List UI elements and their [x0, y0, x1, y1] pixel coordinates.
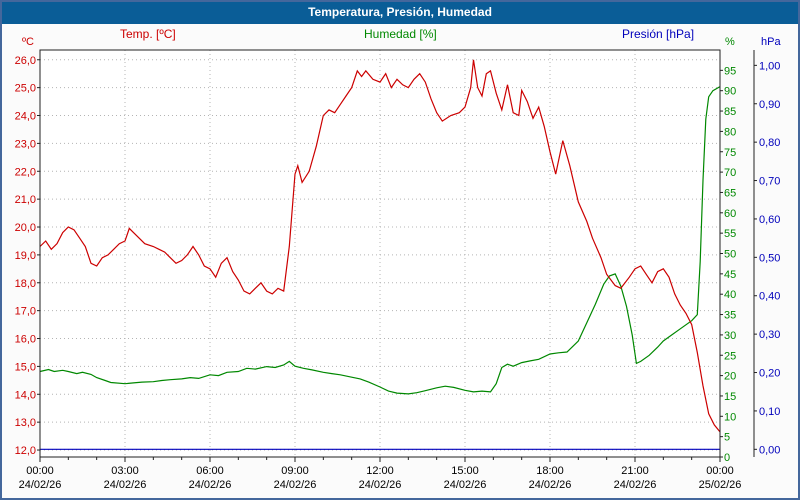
tick-label-temp: 13,0: [15, 417, 36, 429]
tick-label-hum: 85: [724, 106, 736, 118]
tick-label-pres: 0,80: [759, 137, 780, 149]
x-axis-labels: 00:00 24/02/26 03:00 24/02/26 06:00 24/02/26 0…: [19, 457, 742, 491]
plot-area: [40, 50, 720, 457]
tick-label-hum: 25: [724, 350, 736, 362]
tick-label-pres: 1,00: [759, 60, 780, 72]
tick-label-pres: 0,40: [759, 291, 780, 303]
tick-label-hum: 0: [724, 452, 730, 464]
tick-label-hum: 45: [724, 269, 736, 281]
tick-label-temp: 15,0: [15, 361, 36, 373]
series-temp: [39, 59, 721, 433]
tick-label-hum: 10: [724, 411, 736, 423]
tick-label-pres: 0,70: [759, 176, 780, 188]
tick-label-hum: 60: [724, 208, 736, 220]
legend-pressure: Presión [hPa]: [622, 27, 695, 41]
date-label: 24/02/26: [444, 479, 487, 491]
tick-label-hum: 20: [724, 371, 736, 383]
tick-label-pres: 0,90: [759, 99, 780, 111]
tick-label-pres: 0,60: [759, 214, 780, 226]
date-label: 24/02/26: [529, 479, 572, 491]
date-label: 25/02/26: [699, 479, 742, 491]
date-label: 24/02/26: [359, 479, 402, 491]
tick-label-temp: 22,0: [15, 166, 36, 178]
tick-label-pres: 0,30: [759, 329, 780, 341]
tick-label-hum: 70: [724, 167, 736, 179]
tick-label-temp: 18,0: [15, 278, 36, 290]
series-hum: [39, 86, 721, 395]
tick-label-temp: 19,0: [15, 250, 36, 262]
gridlines: [40, 50, 720, 457]
tick-label-temp: 25,0: [15, 83, 36, 95]
tick-label-temp: 17,0: [15, 306, 36, 318]
tick-label-hum: 80: [724, 126, 736, 138]
date-label: 24/02/26: [104, 479, 147, 491]
tick-label-pres: 0,00: [759, 444, 780, 456]
tick-label-hum: 75: [724, 147, 736, 159]
tick-label-pres: 0,20: [759, 368, 780, 380]
tick-label-hum: 55: [724, 228, 736, 240]
tick-label-hum: 15: [724, 391, 736, 403]
tick-label-hum: 30: [724, 330, 736, 342]
tick-label-hum: 95: [724, 65, 736, 77]
temp-axis-unit: ºC: [22, 36, 34, 48]
time-label: 15:00: [451, 465, 479, 477]
legend-humidity: Humedad [%]: [364, 27, 437, 41]
tick-label-hum: 35: [724, 310, 736, 322]
time-label: 00:00: [706, 465, 734, 477]
date-label: 24/02/26: [614, 479, 657, 491]
tick-label-hum: 40: [724, 289, 736, 301]
time-label: 18:00: [536, 465, 564, 477]
legend-temperature: Temp. [ºC]: [120, 27, 176, 41]
tick-label-hum: 5: [724, 432, 730, 444]
tick-label-temp: 23,0: [15, 138, 36, 150]
time-label: 12:00: [366, 465, 394, 477]
time-label: 09:00: [281, 465, 309, 477]
date-label: 24/02/26: [189, 479, 232, 491]
tick-label-temp: 26,0: [15, 55, 36, 67]
tick-label-hum: 65: [724, 187, 736, 199]
tick-label-temp: 20,0: [15, 222, 36, 234]
date-label: 24/02/26: [19, 479, 62, 491]
title-bar: Temperatura, Presión, Humedad: [2, 2, 798, 24]
y-axis-labels: 12,0 13,0 14,0 15,0 16,0 17,0 18,0 19,0 20,0 21,0…: [15, 55, 781, 464]
time-label: 00:00: [26, 465, 54, 477]
tick-label-hum: 50: [724, 249, 736, 261]
tick-label-temp: 12,0: [15, 445, 36, 457]
tick-label-hum: 90: [724, 86, 736, 98]
tick-label-temp: 16,0: [15, 334, 36, 346]
humidity-axis-unit: %: [725, 36, 735, 48]
tick-label-temp: 24,0: [15, 111, 36, 123]
tick-label-temp: 14,0: [15, 389, 36, 401]
time-label: 06:00: [196, 465, 224, 477]
tick-label-temp: 21,0: [15, 194, 36, 206]
time-label: 21:00: [621, 465, 649, 477]
date-label: 24/02/26: [274, 479, 317, 491]
time-label: 03:00: [111, 465, 139, 477]
pressure-axis-unit: hPa: [761, 36, 781, 48]
tick-label-pres: 0,10: [759, 406, 780, 418]
tick-label-pres: 0,50: [759, 252, 780, 264]
